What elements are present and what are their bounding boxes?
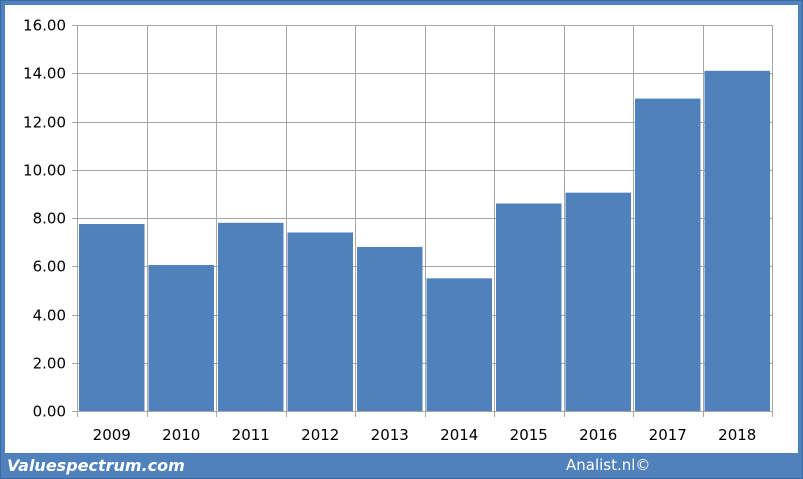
x-tick-label: 2015 [510,426,548,444]
bar-2012 [287,232,353,411]
x-tick-label: 2012 [301,426,339,444]
source-watermark-left: Valuespectrum.com [7,456,185,475]
y-tick-label: 16.00 [23,17,66,35]
y-tick-label: 2.00 [33,355,66,373]
grid-lines [77,25,773,417]
y-tick-label: 10.00 [23,162,66,180]
bar-2016 [565,192,631,411]
y-tick-label: 0.00 [33,403,66,421]
x-axis-tick-labels: 2009 2010 2011 2012 2013 2014 2015 2016 2017 2018 [93,426,757,444]
x-tick-label: 2017 [649,426,687,444]
bar-2017 [635,98,701,412]
x-tick-label: 2018 [718,426,756,444]
bar-2010 [148,265,214,411]
y-tick-label: 4.00 [33,307,66,325]
bar-2011 [218,222,284,411]
y-tick-label: 12.00 [23,114,66,132]
source-watermark-right: Analist.nl© [566,456,651,474]
axes [72,25,772,412]
bar-2013 [357,246,423,411]
bar-2014 [426,278,492,411]
bar-series [79,70,770,412]
y-tick-label: 14.00 [23,65,66,83]
x-tick-label: 2014 [440,426,478,444]
x-tick-label: 2011 [232,426,270,444]
bar-2015 [496,203,562,411]
chart-panel: 0.00 2.00 4.00 6.00 8.00 10.00 12.00 14.00 16.00… [5,5,798,453]
bar-2009 [79,224,145,411]
x-tick-label: 2016 [579,426,617,444]
x-tick-label: 2009 [93,426,131,444]
bar-chart: 0.00 2.00 4.00 6.00 8.00 10.00 12.00 14.00 16.00… [23,17,773,444]
bar-2018 [704,70,770,412]
x-tick-label: 2013 [371,426,409,444]
y-tick-label: 6.00 [33,258,66,276]
y-tick-label: 8.00 [33,210,66,228]
x-tick-label: 2010 [162,426,200,444]
y-axis-tick-labels: 0.00 2.00 4.00 6.00 8.00 10.00 12.00 14.00 16.00 [23,17,66,421]
